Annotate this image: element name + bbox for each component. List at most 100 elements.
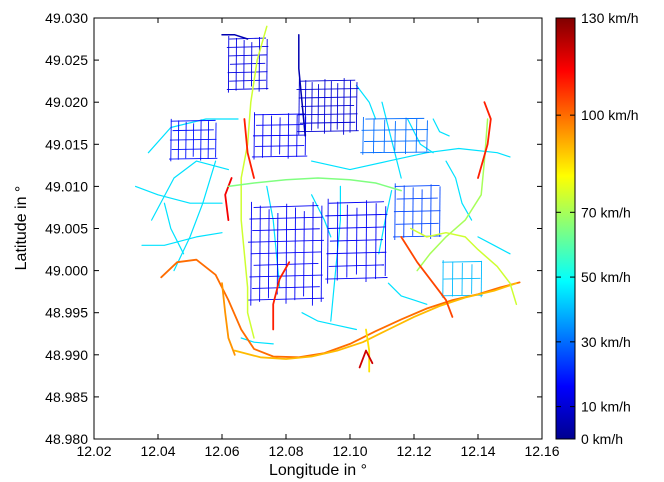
y-tick-label: 49.020 (45, 94, 88, 110)
district-street (394, 184, 440, 187)
district-street (256, 124, 304, 126)
street-segment (311, 147, 511, 171)
colorbar-label-50: 50 km/h (581, 269, 631, 285)
road-segment (227, 177, 402, 192)
x-tick-label: 12.06 (204, 443, 239, 459)
plot-area: 12.02 12.04 12.06 12.08 12.10 12.12 12.14 12.16… (45, 10, 560, 459)
y-tick-label: 49.005 (45, 221, 88, 237)
district-street (228, 54, 267, 57)
district-street (267, 209, 270, 299)
street-segment (407, 118, 434, 154)
colorbar-label-100: 100 km/h (581, 107, 639, 123)
street-segment (387, 282, 428, 305)
road-segment (416, 118, 489, 272)
street-segment (163, 202, 185, 255)
district-street (296, 88, 359, 91)
district-street (303, 211, 305, 297)
colorbar-label-70: 70 km/h (581, 204, 631, 220)
colorbar-label-0: 0 km/h (581, 431, 623, 447)
district-street (327, 226, 386, 229)
district-street (426, 120, 428, 152)
district-street (396, 197, 438, 200)
district-street (362, 117, 364, 155)
street-segment (355, 84, 377, 120)
colorbar-label-130: 130 km/h (581, 10, 639, 26)
district-street (252, 286, 320, 289)
street-segment (445, 160, 473, 221)
district-street (297, 113, 358, 116)
street-segment (301, 312, 357, 331)
district-street (361, 129, 429, 131)
street-segment (432, 118, 450, 137)
district-street (365, 117, 425, 120)
x-tick-label: 12.02 (76, 443, 111, 459)
street-segment (173, 160, 217, 272)
district-street (365, 200, 368, 283)
road-segment (221, 282, 236, 356)
y-tick-label: 49.015 (45, 136, 88, 152)
y-axis-ticks: 48.980 48.985 48.990 48.995 49.000 49.005 49.0… (45, 10, 542, 447)
street-segment (266, 185, 281, 288)
district-street (320, 205, 323, 302)
district-street (405, 117, 407, 155)
colorbar-label-30: 30 km/h (581, 334, 631, 350)
district-street (329, 239, 383, 242)
district-street (326, 251, 387, 255)
road-segment (298, 34, 306, 137)
street-segment (135, 185, 223, 204)
y-axis-title: Latitude in ° (13, 186, 30, 271)
district-street (252, 134, 307, 137)
district-street (394, 121, 396, 151)
road-segment (160, 258, 521, 359)
district-street (325, 277, 388, 280)
district-street (349, 80, 352, 133)
district-street (169, 138, 217, 141)
district-street (355, 207, 358, 275)
district-street (336, 83, 339, 130)
road-segment (221, 34, 249, 40)
y-tick-label: 48.995 (45, 305, 88, 321)
district-street (249, 216, 323, 220)
district-street (443, 277, 481, 280)
x-tick-label: 12.10 (332, 443, 367, 459)
district-street (299, 79, 356, 82)
district-street (294, 207, 296, 301)
road-segment (477, 101, 492, 179)
street-segment (477, 236, 511, 255)
district-street (330, 81, 332, 132)
road-segment (243, 118, 255, 179)
residential-district (226, 36, 269, 93)
district-street (253, 113, 306, 116)
district-street (285, 203, 288, 304)
colorbar-gradient (555, 17, 576, 440)
colorbar-labels: 0 km/h 10 km/h 30 km/h 50 km/h 70 km/h 100 km… (556, 10, 639, 447)
road-segment (410, 227, 518, 306)
road-network (135, 25, 521, 373)
street-segment (381, 101, 402, 179)
district-street (249, 274, 323, 278)
district-street (311, 201, 314, 306)
district-street (172, 129, 214, 132)
road-segment (272, 261, 291, 331)
district-street (299, 121, 356, 124)
district-street (393, 210, 441, 213)
district-street (250, 251, 322, 255)
district-street (395, 222, 439, 225)
district-street (343, 78, 345, 135)
district-street (229, 62, 266, 65)
district-street (328, 264, 385, 267)
x-tick-label: 12.14 (460, 443, 495, 459)
street-segment (240, 337, 274, 345)
road-segment (233, 282, 518, 360)
colorbar: 0 km/h 10 km/h 30 km/h 50 km/h 70 km/h 100 km… (555, 10, 639, 447)
residential-district (441, 260, 483, 298)
district-street (251, 155, 308, 158)
district-street (375, 203, 377, 280)
district-street (276, 213, 279, 295)
district-street (170, 119, 216, 122)
district-street (296, 114, 298, 157)
district-street (384, 206, 387, 276)
road-segment (358, 349, 374, 369)
y-tick-label: 48.985 (45, 389, 88, 405)
